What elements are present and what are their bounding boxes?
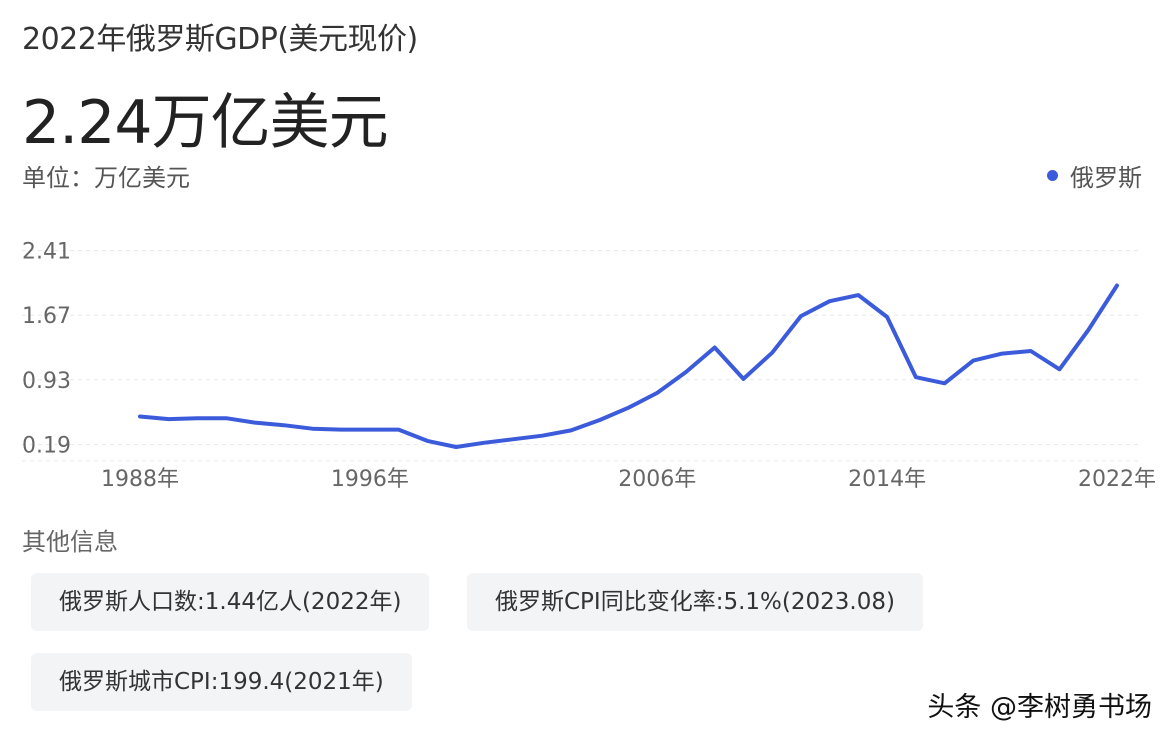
y-tick-label: 0.93 [22, 369, 71, 394]
info-card-urban-cpi[interactable]: 俄罗斯城市CPI:199.4(2021年) [31, 653, 412, 711]
x-tick-label: 1996年 [331, 467, 409, 492]
chart-title: 2022年俄罗斯GDP(美元现价) [22, 22, 418, 57]
x-tick-label: 1988年 [101, 467, 179, 492]
x-tick-label: 2022年 [1078, 467, 1156, 492]
section-title-other-info: 其他信息 [22, 528, 118, 556]
watermark: 头条 @李树勇书场 [927, 692, 1152, 723]
unit-label: 单位：万亿美元 [22, 164, 190, 192]
legend-label: 俄罗斯 [1070, 164, 1142, 192]
x-tick-label: 2014年 [848, 467, 926, 492]
headline-value: 2.24万亿美元 [22, 88, 389, 158]
legend-dot-icon [1047, 170, 1058, 181]
legend[interactable]: 俄罗斯 [1047, 158, 1142, 193]
gdp-line-chart: 2.41 1.67 0.93 0.19 1988年 1996年 2006年 2014年 2022… [22, 240, 1156, 492]
series-line[interactable] [138, 283, 1119, 449]
y-tick-label: 0.19 [22, 433, 71, 458]
x-tick-label: 2006年 [618, 467, 696, 492]
y-tick-label: 2.41 [22, 240, 71, 265]
y-tick-label: 1.67 [22, 304, 71, 329]
info-card-population[interactable]: 俄罗斯人口数:1.44亿人(2022年) [31, 573, 430, 631]
info-card-cpi-yoy[interactable]: 俄罗斯CPI同比变化率:5.1%(2023.08) [467, 573, 923, 631]
